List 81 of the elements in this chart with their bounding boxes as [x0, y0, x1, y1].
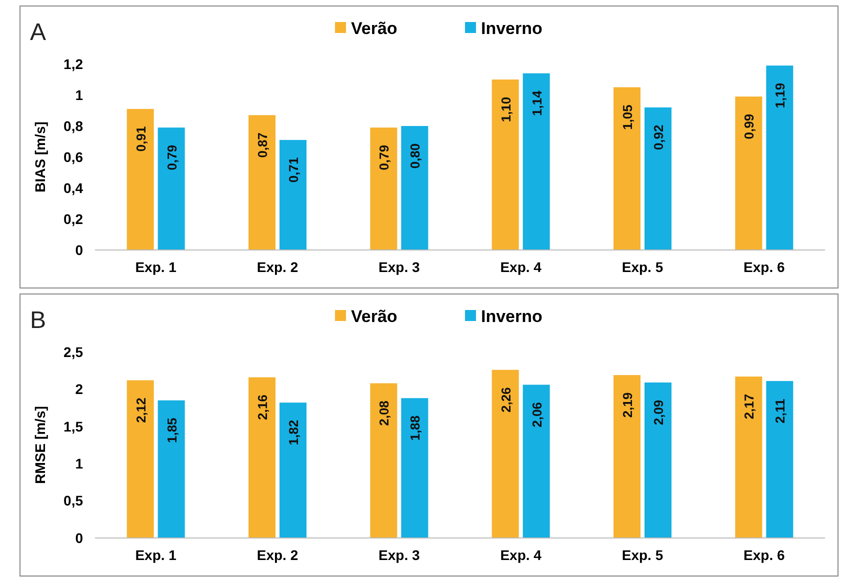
bar	[522, 384, 550, 538]
x-tick-label: Exp. 6	[744, 259, 785, 275]
data-label: 0,71	[286, 157, 301, 183]
bar	[766, 66, 794, 250]
x-tick-label: Exp. 5	[622, 547, 664, 563]
y-axis-title: RMSE [m/s]	[32, 406, 48, 484]
y-tick-label: 0	[75, 530, 84, 546]
y-tick-label: 0,6	[64, 148, 84, 165]
legend-label: Verão	[351, 18, 398, 38]
data-label: 2,09	[651, 400, 666, 426]
bar	[644, 382, 672, 538]
x-tick-label: Exp. 1	[135, 547, 177, 563]
data-label: 0,99	[742, 114, 757, 140]
y-tick-label: 1,5	[64, 418, 84, 434]
bar	[280, 140, 306, 250]
bar	[126, 380, 154, 538]
bar	[492, 370, 519, 538]
bar	[766, 381, 794, 538]
bar	[492, 80, 519, 250]
bar	[158, 128, 185, 250]
y-tick-label: 1	[75, 86, 84, 103]
data-label: 0,91	[133, 126, 148, 152]
data-label: 2,06	[529, 402, 544, 428]
y-tick-label: 1	[75, 456, 84, 472]
y-tick-label: 0,8	[64, 118, 84, 134]
data-label: 2,11	[772, 398, 788, 424]
x-tick-label: Exp. 2	[256, 547, 298, 563]
y-tick-label: 0	[75, 242, 84, 258]
bar	[735, 376, 762, 538]
data-label: 2,26	[498, 387, 514, 413]
bar	[614, 87, 640, 250]
bar	[614, 375, 640, 538]
y-tick-label: 0,4	[64, 180, 84, 196]
x-tick-label: Exp. 4	[500, 259, 542, 275]
bar	[370, 383, 398, 538]
data-label: 0,79	[164, 144, 180, 170]
y-tick-label: 0,2	[64, 210, 84, 227]
x-tick-label: Exp. 6	[744, 547, 785, 563]
data-label: 2,08	[376, 400, 392, 426]
bar	[401, 398, 428, 538]
x-tick-label: Exp. 3	[378, 259, 420, 275]
data-label: 2,17	[742, 394, 757, 420]
y-axis-title: BIAS [m/s]	[32, 122, 48, 192]
bar	[126, 108, 154, 250]
data-label: 2,12	[133, 398, 148, 423]
x-tick-label: Exp. 5	[622, 259, 664, 275]
legend-label: Inverno	[481, 18, 542, 38]
x-tick-label: Exp. 1	[135, 259, 177, 275]
x-tick-label: Exp. 3	[378, 547, 420, 563]
data-label: 2,16	[255, 394, 270, 420]
bar	[522, 73, 550, 250]
bar	[158, 400, 185, 538]
bar	[401, 126, 428, 250]
y-tick-label: 0,5	[64, 492, 84, 509]
bar	[370, 128, 398, 250]
data-label: 0,87	[255, 132, 270, 158]
text: A	[30, 19, 46, 46]
data-label: 1,19	[772, 82, 788, 108]
data-label: 1,88	[408, 415, 423, 441]
bar	[248, 115, 276, 250]
bar	[644, 107, 672, 250]
data-label: 1,85	[164, 418, 180, 444]
data-label: 0,92	[651, 124, 666, 150]
data-label: 1,14	[529, 90, 544, 116]
data-label: 1,05	[620, 104, 635, 130]
text: B	[30, 307, 46, 334]
y-tick-label: 1,2	[64, 56, 84, 72]
y-tick-label: 2,5	[64, 344, 84, 360]
x-tick-label: Exp. 4	[500, 547, 542, 563]
bar	[280, 402, 306, 538]
data-label: 0,79	[376, 144, 392, 170]
data-label: 2,19	[620, 392, 635, 418]
x-tick-label: Exp. 2	[256, 259, 298, 275]
bar	[248, 377, 276, 538]
y-tick-label: 2	[75, 381, 84, 398]
legend-label: Verão	[351, 306, 398, 326]
data-label: 0,80	[408, 143, 423, 169]
legend-label: Inverno	[481, 306, 542, 326]
bar	[735, 96, 762, 250]
data-label: 1,10	[498, 96, 514, 122]
data-label: 1,82	[286, 420, 301, 446]
